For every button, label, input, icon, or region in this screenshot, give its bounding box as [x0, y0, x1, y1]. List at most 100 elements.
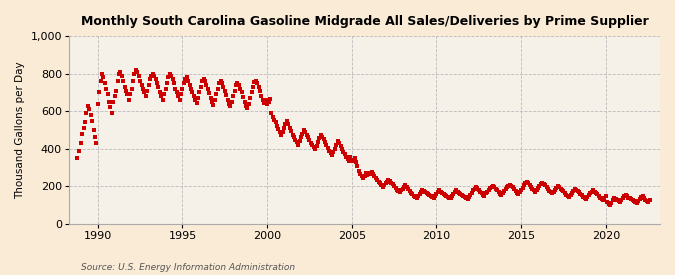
Point — [416, 190, 427, 194]
Point — [219, 88, 230, 93]
Point — [157, 98, 168, 102]
Point — [186, 86, 196, 91]
Point — [350, 160, 361, 164]
Point — [435, 189, 446, 194]
Point — [400, 183, 411, 188]
Point — [174, 98, 185, 102]
Point — [583, 193, 594, 197]
Point — [375, 181, 385, 186]
Point — [292, 140, 302, 144]
Point — [265, 97, 275, 101]
Point — [76, 141, 86, 145]
Point — [184, 83, 195, 87]
Point — [94, 90, 105, 95]
Point — [504, 183, 515, 187]
Point — [147, 72, 158, 76]
Point — [214, 81, 225, 85]
Point — [142, 88, 153, 93]
Point — [509, 187, 520, 191]
Point — [597, 198, 608, 202]
Point — [380, 181, 391, 186]
Point — [302, 135, 313, 140]
Point — [134, 73, 144, 78]
Point — [202, 86, 213, 91]
Point — [182, 75, 192, 79]
Point — [451, 188, 462, 192]
Point — [244, 101, 254, 106]
Point — [527, 187, 538, 191]
Point — [164, 72, 175, 76]
Point — [424, 193, 435, 197]
Point — [204, 91, 215, 95]
Point — [492, 188, 503, 192]
Point — [98, 75, 109, 79]
Point — [530, 189, 541, 194]
Point — [125, 92, 136, 97]
Point — [190, 98, 200, 102]
Point — [360, 171, 371, 175]
Point — [537, 181, 547, 185]
Point — [587, 189, 597, 194]
Point — [634, 197, 645, 201]
Point — [490, 186, 501, 191]
Point — [194, 90, 205, 95]
Point — [562, 193, 573, 198]
Point — [402, 185, 412, 189]
Point — [580, 197, 591, 201]
Point — [236, 90, 247, 95]
Point — [335, 144, 346, 148]
Point — [197, 79, 208, 83]
Point — [112, 79, 123, 83]
Point — [283, 122, 294, 127]
Point — [516, 188, 526, 192]
Point — [286, 129, 296, 133]
Point — [483, 188, 494, 192]
Point — [371, 176, 381, 180]
Point — [624, 196, 635, 201]
Point — [517, 186, 528, 190]
Point — [246, 90, 257, 95]
Point — [314, 136, 325, 141]
Point — [88, 128, 99, 132]
Point — [234, 83, 244, 87]
Point — [376, 183, 387, 188]
Point — [211, 92, 221, 97]
Point — [342, 157, 353, 161]
Point — [176, 92, 186, 97]
Point — [593, 194, 604, 198]
Point — [301, 133, 312, 137]
Point — [399, 185, 410, 189]
Point — [239, 100, 250, 104]
Point — [596, 197, 607, 201]
Point — [87, 118, 98, 123]
Point — [495, 192, 506, 196]
Point — [447, 194, 458, 199]
Point — [572, 189, 583, 193]
Point — [226, 100, 237, 104]
Point — [644, 198, 655, 203]
Point — [97, 72, 107, 76]
Point — [171, 90, 182, 95]
Point — [589, 189, 600, 194]
Point — [231, 83, 242, 87]
Point — [152, 81, 163, 85]
Point — [641, 199, 652, 203]
Point — [379, 183, 389, 188]
Point — [288, 135, 299, 140]
Point — [603, 201, 614, 206]
Point — [464, 195, 475, 199]
Point — [122, 92, 133, 97]
Point — [344, 159, 354, 163]
Point — [95, 79, 106, 83]
Point — [178, 81, 189, 85]
Point — [623, 195, 634, 200]
Point — [466, 191, 477, 195]
Point — [138, 86, 148, 91]
Point — [333, 141, 344, 145]
Point — [452, 189, 463, 194]
Point — [540, 183, 551, 188]
Point — [472, 186, 483, 190]
Point — [308, 145, 319, 149]
Point — [271, 124, 282, 128]
Point — [514, 190, 525, 194]
